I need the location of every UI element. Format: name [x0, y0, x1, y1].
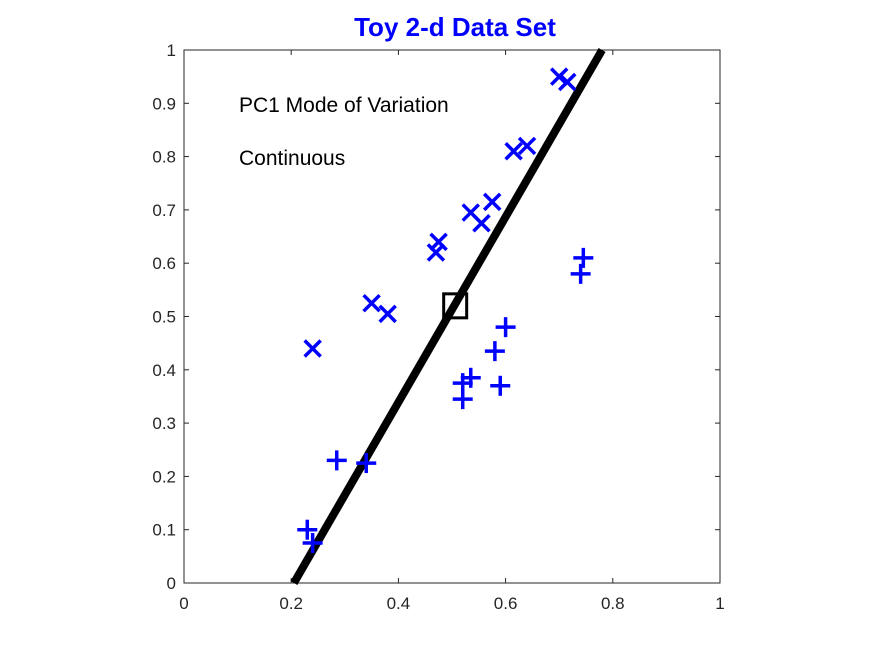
center-square-marker — [442, 292, 469, 320]
plus-marker-point — [356, 453, 377, 474]
x-marker-point — [362, 293, 381, 313]
plus-marker-point — [490, 375, 511, 396]
x-marker-point — [504, 142, 523, 161]
plus-marker-point — [573, 247, 594, 268]
plus-marker-point — [495, 317, 516, 338]
x-marker-point — [378, 304, 397, 324]
x-tick-label: 1 — [715, 594, 724, 613]
points-layer — [297, 67, 594, 554]
x-tick-label: 0.4 — [387, 594, 411, 613]
pc1-line-layer — [290, 47, 606, 586]
x-marker-point — [472, 213, 491, 233]
x-tick-label: 0 — [179, 594, 188, 613]
y-tick-label: 1 — [167, 41, 176, 60]
y-tick-label: 0.1 — [152, 521, 176, 540]
plus-marker-point — [570, 263, 591, 284]
y-tick-label: 0.9 — [152, 94, 176, 113]
x-tick-label: 0.6 — [494, 594, 518, 613]
x-marker-point — [517, 136, 537, 156]
x-tick-label: 0.8 — [601, 594, 625, 613]
y-tick-label: 0.5 — [152, 308, 176, 327]
x-marker-point — [426, 243, 446, 262]
x-marker-point — [558, 72, 577, 92]
plus-marker-point — [297, 519, 318, 540]
x-marker-point — [303, 339, 322, 358]
y-tick-label: 0.6 — [152, 254, 176, 273]
y-tick-label: 0.7 — [152, 201, 176, 220]
x-marker-point — [429, 232, 448, 252]
annotation-continuous: Continuous — [239, 147, 345, 170]
x-marker-point — [549, 67, 569, 86]
ticks: 0 0.2 0.4 0.6 0.8 1 0 0.1 0.2 0.3 0.4 0.5 0.6 0.7 0.8 0… — [152, 41, 724, 613]
y-tick-label: 0.4 — [152, 361, 176, 380]
y-tick-label: 0 — [167, 574, 176, 593]
annotation-pc1: PC1 Mode of Variation — [239, 94, 449, 117]
x-tick-label: 0.2 — [279, 594, 303, 613]
plus-marker-point — [326, 450, 347, 471]
y-tick-label: 0.2 — [152, 467, 176, 486]
plus-marker-point — [460, 367, 481, 388]
plus-marker-point — [484, 341, 505, 362]
y-tick-label: 0.3 — [152, 414, 176, 433]
chart-title: Toy 2-d Data Set — [354, 12, 556, 42]
plus-marker-point — [302, 533, 323, 554]
y-tick-label: 0.8 — [152, 148, 176, 167]
x-marker-point — [482, 192, 502, 212]
